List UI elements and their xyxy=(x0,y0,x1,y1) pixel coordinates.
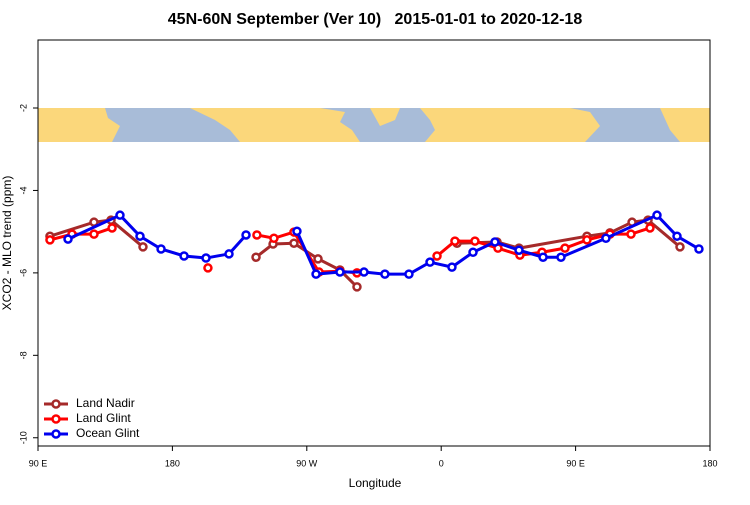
map-land xyxy=(38,108,120,142)
point xyxy=(490,237,500,247)
point xyxy=(514,245,524,255)
legend-marker xyxy=(51,429,61,439)
x-axis-label: Longitude xyxy=(349,476,402,490)
point xyxy=(179,251,189,261)
point xyxy=(251,252,261,262)
point xyxy=(289,238,299,248)
map-land xyxy=(190,108,360,142)
x-tick-label: 90 E xyxy=(566,458,585,468)
point xyxy=(292,226,302,237)
y-tick-label: -10 xyxy=(18,431,28,444)
x-tick-label: 90 E xyxy=(29,458,48,468)
map-land xyxy=(370,108,400,126)
x-tick-label: 0 xyxy=(439,458,444,468)
point xyxy=(432,251,442,261)
legend-marker xyxy=(51,399,61,409)
y-axis-label: XCO2 - MLO trend (ppm) xyxy=(0,176,14,311)
point xyxy=(556,252,566,262)
plot-frame xyxy=(37,39,711,447)
point xyxy=(156,244,166,254)
point xyxy=(450,236,460,246)
point xyxy=(404,269,414,279)
point xyxy=(560,243,570,253)
point xyxy=(313,254,323,264)
point xyxy=(89,229,99,239)
point xyxy=(380,269,390,279)
point xyxy=(359,267,369,277)
y-tick-label: -4 xyxy=(18,186,28,194)
point xyxy=(652,210,662,220)
point xyxy=(63,234,73,244)
y-tick-label: -8 xyxy=(18,351,28,359)
point xyxy=(269,233,279,244)
legend-marker xyxy=(51,414,61,424)
point xyxy=(694,244,704,254)
map-land xyxy=(420,108,600,142)
point xyxy=(538,252,548,262)
point xyxy=(203,263,213,273)
point xyxy=(224,249,234,259)
map-band xyxy=(38,108,710,142)
point xyxy=(335,267,345,277)
point xyxy=(468,247,478,258)
point xyxy=(135,231,145,241)
point xyxy=(352,282,362,292)
point xyxy=(311,269,321,279)
x-tick-label: 90 W xyxy=(296,458,318,468)
point xyxy=(107,223,117,233)
point xyxy=(626,229,636,239)
point xyxy=(425,257,435,267)
legend-label: Land Glint xyxy=(76,411,131,425)
point xyxy=(645,223,655,233)
point xyxy=(447,262,457,272)
y-tick-label: -6 xyxy=(18,269,28,277)
legend-label: Ocean Glint xyxy=(76,426,140,440)
point xyxy=(675,242,685,252)
map-land xyxy=(660,108,710,142)
point xyxy=(201,253,211,263)
legend-label: Land Nadir xyxy=(76,396,135,410)
point xyxy=(115,210,125,220)
point xyxy=(138,242,148,252)
point xyxy=(672,231,682,241)
x-tick-label: 180 xyxy=(165,458,180,468)
y-tick-label: -2 xyxy=(18,104,28,112)
chart-title: 45N-60N September (Ver 10) 2015-01-01 to… xyxy=(168,11,583,28)
point xyxy=(252,230,262,240)
point xyxy=(470,236,480,246)
point xyxy=(582,235,592,245)
point xyxy=(601,233,611,244)
series-line xyxy=(49,218,681,288)
point xyxy=(241,230,251,240)
x-tick-label: 180 xyxy=(702,458,717,468)
point xyxy=(45,235,55,245)
